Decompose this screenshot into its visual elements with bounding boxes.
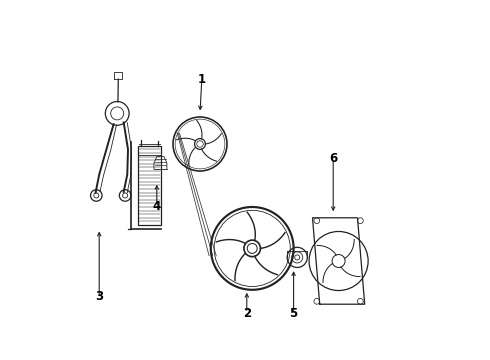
Text: 6: 6 — [329, 152, 337, 165]
Text: 5: 5 — [290, 307, 298, 320]
Bar — [138, 146, 161, 225]
Text: 2: 2 — [243, 307, 251, 320]
Text: 4: 4 — [153, 201, 161, 213]
Text: 3: 3 — [95, 291, 103, 303]
Text: 1: 1 — [198, 73, 206, 86]
